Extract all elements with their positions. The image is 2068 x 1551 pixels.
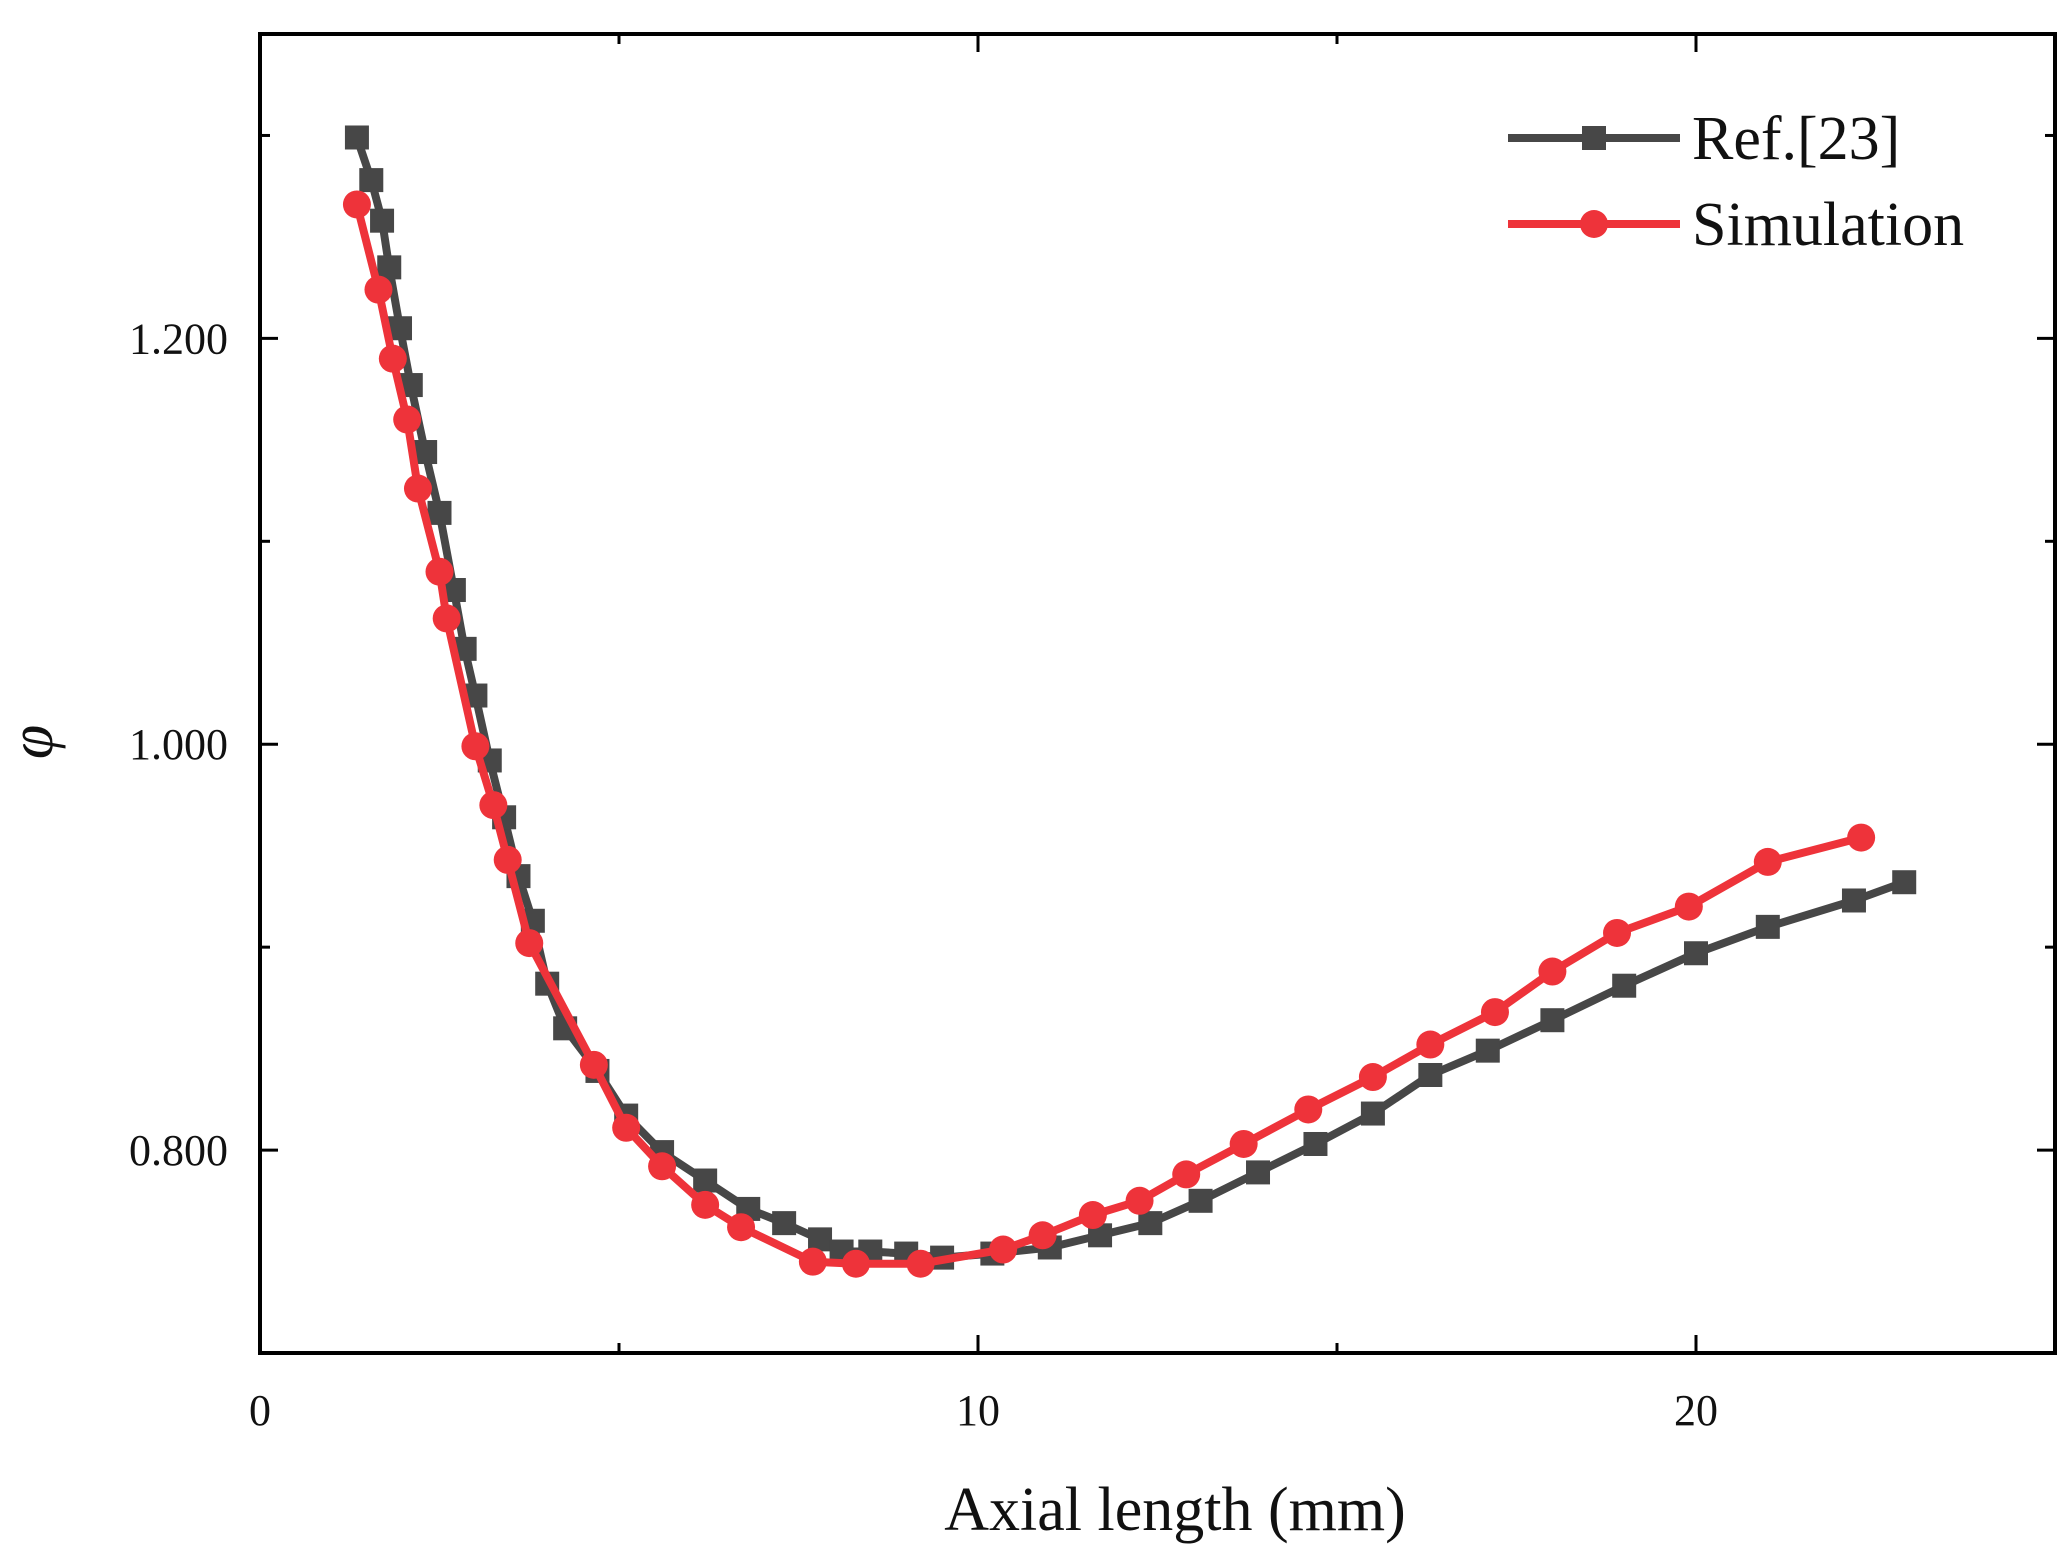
data-point	[461, 732, 490, 761]
data-point	[393, 405, 422, 434]
x-tick-label: 0	[249, 1386, 271, 1435]
data-point	[798, 1247, 827, 1276]
data-point	[1188, 1188, 1213, 1213]
x-tick-label: 20	[1674, 1386, 1718, 1435]
data-point	[427, 500, 452, 525]
data-point	[1612, 973, 1637, 998]
data-point	[1172, 1160, 1201, 1189]
legend-marker-simulation	[1580, 210, 1608, 238]
data-point	[479, 791, 508, 820]
data-point	[364, 275, 393, 304]
data-point	[1674, 892, 1703, 921]
data-point	[1246, 1160, 1271, 1185]
data-point	[432, 604, 461, 633]
data-point	[1841, 888, 1866, 913]
data-point	[906, 1249, 935, 1278]
data-point	[612, 1113, 641, 1142]
data-point	[1538, 957, 1567, 986]
data-point	[403, 474, 432, 503]
data-point	[1358, 1063, 1387, 1092]
data-point	[648, 1152, 677, 1181]
data-point	[841, 1249, 870, 1278]
data-point	[1755, 914, 1780, 939]
data-point	[1028, 1221, 1057, 1250]
data-point	[1418, 1062, 1443, 1087]
data-point	[378, 344, 407, 373]
tick-labels: 0 10 20 0.800 1.000 1.200	[129, 314, 1718, 1435]
data-point	[1303, 1131, 1328, 1156]
plot-frame	[258, 32, 2057, 1355]
y-tick-label: 1.200	[129, 314, 228, 363]
data-point	[1078, 1201, 1107, 1230]
data-point	[1480, 998, 1509, 1027]
axis-ticks	[260, 34, 2055, 1353]
data-point	[1229, 1129, 1258, 1158]
data-point	[1540, 1008, 1565, 1033]
data-point	[772, 1211, 797, 1236]
legend: Ref.[23] Simulation	[1508, 105, 1964, 259]
data-point	[693, 1168, 718, 1193]
data-point	[1125, 1186, 1154, 1215]
data-point	[1753, 847, 1782, 876]
data-point	[691, 1190, 720, 1219]
data-point	[1475, 1038, 1500, 1063]
data-point	[579, 1050, 608, 1079]
data-point	[989, 1235, 1018, 1264]
data-point	[342, 190, 371, 219]
data-series	[342, 125, 1917, 1278]
data-point	[1138, 1211, 1163, 1236]
y-tick-label: 0.800	[129, 1126, 228, 1175]
data-point	[515, 929, 544, 958]
data-point	[727, 1213, 756, 1242]
data-point	[344, 125, 369, 150]
y-tick-label: 1.000	[129, 720, 228, 769]
data-point	[370, 208, 395, 233]
data-point	[1294, 1095, 1323, 1124]
data-point	[1416, 1030, 1445, 1059]
y-axis-title: φ	[0, 725, 66, 759]
data-point	[1684, 941, 1708, 966]
legend-label-ref23: Ref.[23]	[1692, 105, 1900, 173]
data-point	[1360, 1101, 1385, 1126]
series-simulation	[342, 190, 1876, 1278]
series-line	[352, 200, 1866, 1268]
x-tick-label: 10	[956, 1386, 1000, 1435]
data-point	[1892, 870, 1917, 895]
data-point	[1603, 918, 1632, 947]
data-point	[808, 1227, 833, 1252]
legend-marker-ref23	[1582, 126, 1606, 150]
data-point	[493, 845, 522, 874]
data-point	[377, 255, 402, 280]
legend-label-simulation: Simulation	[1692, 191, 1964, 259]
data-point	[1847, 823, 1876, 852]
x-axis-title: Axial length (mm)	[944, 1476, 1405, 1544]
data-point	[359, 168, 384, 193]
data-point	[425, 557, 454, 586]
